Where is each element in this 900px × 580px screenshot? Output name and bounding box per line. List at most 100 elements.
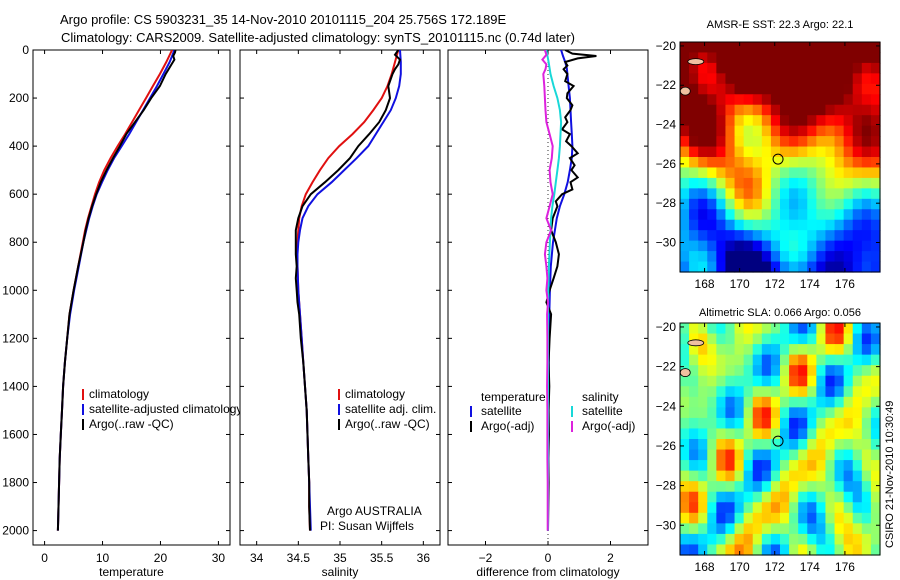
heatmap-cell [689, 386, 699, 398]
heatmap-cell [843, 386, 854, 398]
x-tick-label: 2 [607, 551, 614, 565]
heatmap-cell [707, 386, 717, 398]
heatmap-cell [689, 251, 699, 263]
heatmap-cell [761, 481, 772, 493]
heatmap-cell [752, 230, 763, 242]
heatmap-cell [698, 219, 708, 231]
heatmap-cell [843, 209, 854, 221]
series-salinity-argo-adj- [541, 50, 554, 531]
y-tick-label: −24 [656, 118, 677, 132]
heatmap-cell [698, 94, 708, 106]
heatmap-cell [725, 470, 736, 482]
heatmap-cell [843, 115, 854, 127]
heatmap-cell [816, 396, 827, 408]
heatmap-cell [816, 125, 827, 137]
heatmap-cell [680, 354, 690, 366]
heatmap-cell [716, 177, 727, 189]
heatmap-cell [716, 407, 727, 419]
heatmap-cell [725, 83, 736, 95]
heatmap-cell [780, 219, 790, 231]
heatmap-cell [707, 52, 717, 64]
heatmap-cell [716, 115, 727, 127]
heatmap-cell [870, 188, 881, 200]
y-tick-label: −26 [656, 157, 677, 171]
x-tick-label: 36 [417, 551, 431, 565]
x-tick-label: 0 [41, 551, 48, 565]
heatmap-cell [680, 115, 690, 127]
heatmap-cell [870, 470, 881, 482]
heatmap-cell [689, 502, 699, 514]
heatmap-cell [698, 261, 708, 273]
heatmap-cell [807, 52, 817, 64]
heatmap-cell [752, 167, 763, 179]
heatmap-cell [725, 428, 736, 440]
x-tick-label: 170 [730, 560, 750, 574]
heatmap-cell [861, 42, 872, 54]
heatmap-cell [861, 386, 872, 398]
heatmap-cell [689, 544, 699, 556]
heatmap-cell [752, 396, 763, 408]
heatmap-cell [689, 365, 699, 377]
heatmap-cell [680, 198, 690, 210]
heatmap-cell [825, 219, 836, 231]
heatmap-cell [698, 240, 708, 252]
heatmap-cell [716, 533, 727, 546]
heatmap-cell [752, 136, 763, 148]
heatmap-cell [852, 251, 863, 263]
heatmap-cell [680, 261, 690, 273]
heatmap-cell [834, 523, 845, 535]
heatmap-cell [834, 198, 845, 210]
heatmap-cell [834, 261, 845, 273]
heatmap-cell [825, 125, 836, 137]
heatmap-cell [852, 470, 863, 482]
heatmap-cell [807, 177, 817, 189]
heatmap-cell [834, 417, 845, 430]
heatmap-cell [789, 115, 799, 127]
heatmap-cell [752, 157, 763, 169]
heatmap-cell [852, 52, 863, 64]
heatmap-cell [698, 198, 708, 210]
heatmap-cell [680, 230, 690, 242]
heatmap-cell [698, 104, 708, 116]
heatmap-cell [761, 460, 772, 472]
heatmap-cell [743, 230, 754, 242]
heatmap-cell [734, 365, 745, 377]
heatmap-cell [816, 439, 827, 451]
heatmap-cell [861, 365, 872, 377]
heatmap-cell [834, 323, 845, 335]
heatmap-cell [752, 417, 763, 430]
heatmap-cell [770, 481, 781, 493]
heatmap-cell [752, 188, 763, 200]
heatmap-cell [807, 344, 817, 356]
heatmap-cell [789, 396, 799, 408]
heatmap-cell [689, 240, 699, 252]
map-frame [679, 322, 881, 556]
series-argo-raw-qc- [294, 50, 402, 531]
legend-label: Argo(-adj) [582, 419, 635, 433]
heatmap-cell [852, 512, 863, 524]
heatmap-cell [761, 73, 772, 85]
heatmap-cell [789, 177, 799, 189]
heatmap-cell [834, 449, 845, 461]
heatmap-cell [780, 523, 790, 535]
heatmap-cell [816, 251, 827, 263]
heatmap-cell [825, 240, 836, 252]
heatmap-cell [689, 344, 699, 356]
heatmap-cell [861, 62, 872, 74]
heatmap-cell [870, 460, 881, 472]
heatmap-cell [698, 167, 708, 179]
heatmap-cell [680, 209, 690, 221]
heatmap-cell [780, 177, 790, 189]
heatmap-cell [716, 344, 727, 356]
heatmap-cell [843, 83, 854, 95]
heatmap-cell [852, 188, 863, 200]
heatmap-cell [843, 146, 854, 158]
heatmap-cell [698, 502, 708, 514]
heatmap-cell [789, 512, 799, 524]
heatmap-cell [870, 375, 881, 387]
heatmap-cell [780, 470, 790, 482]
heatmap-cell [798, 428, 808, 440]
heatmap-cell [807, 323, 817, 335]
heatmap-cell [825, 386, 836, 398]
heatmap-cell [807, 209, 817, 221]
